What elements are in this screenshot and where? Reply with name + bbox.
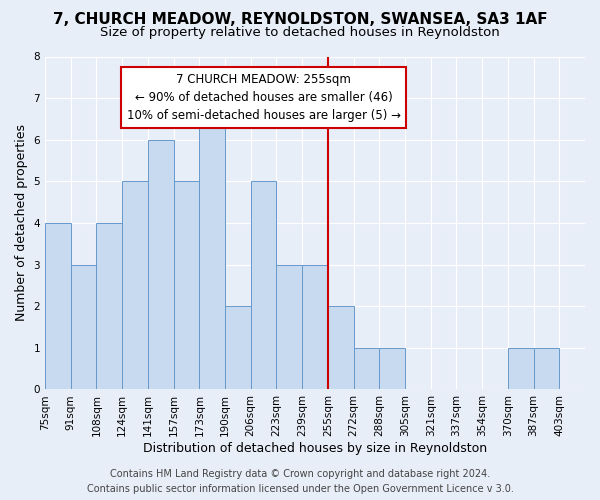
Bar — [97, 223, 122, 390]
Bar — [533, 348, 559, 390]
Bar — [302, 264, 328, 390]
Text: Size of property relative to detached houses in Reynoldston: Size of property relative to detached ho… — [100, 26, 500, 39]
Bar — [353, 348, 379, 390]
Bar — [508, 348, 533, 390]
Text: Contains HM Land Registry data © Crown copyright and database right 2024.
Contai: Contains HM Land Registry data © Crown c… — [86, 469, 514, 494]
Bar — [328, 306, 353, 390]
Text: 7, CHURCH MEADOW, REYNOLDSTON, SWANSEA, SA3 1AF: 7, CHURCH MEADOW, REYNOLDSTON, SWANSEA, … — [53, 12, 547, 28]
Text: 7 CHURCH MEADOW: 255sqm
← 90% of detached houses are smaller (46)
10% of semi-de: 7 CHURCH MEADOW: 255sqm ← 90% of detache… — [127, 73, 401, 122]
Bar — [122, 182, 148, 390]
X-axis label: Distribution of detached houses by size in Reynoldston: Distribution of detached houses by size … — [143, 442, 487, 455]
Bar — [199, 98, 225, 390]
Y-axis label: Number of detached properties: Number of detached properties — [15, 124, 28, 322]
Bar — [71, 264, 97, 390]
Bar — [251, 182, 277, 390]
Bar — [277, 264, 302, 390]
Bar — [45, 223, 71, 390]
Bar — [148, 140, 173, 390]
Bar — [173, 182, 199, 390]
Bar — [225, 306, 251, 390]
Bar — [379, 348, 405, 390]
